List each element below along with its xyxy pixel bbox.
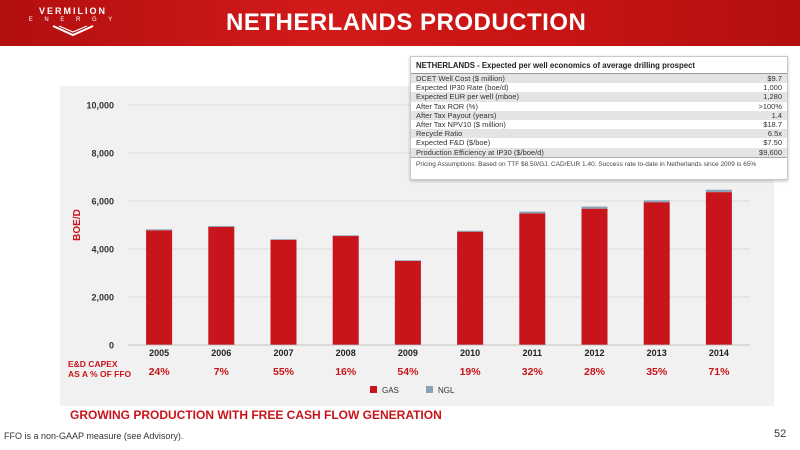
economics-table-row: Expected F&D ($/boe) $7.50: [411, 138, 787, 147]
economics-row-value: $9,600: [759, 147, 782, 157]
bar-ngl-2008: [332, 235, 359, 237]
company-logo: VERMILION E N E R G Y: [18, 4, 128, 42]
bar-gas-2012: [581, 208, 608, 345]
bar-gas-2005: [146, 230, 173, 345]
capex-percent-value: 55%: [273, 366, 295, 378]
y-axis-title: BOE/D: [72, 209, 83, 241]
economics-table-row: Recycle Ratio 6.5x: [411, 129, 787, 139]
logo-chevron-icon: [52, 25, 94, 37]
bar-ngl-2005: [146, 229, 173, 231]
economics-row-value: >100%: [758, 101, 782, 111]
capex-percent-value: 19%: [460, 366, 482, 378]
y-tick-label: 2,000: [91, 293, 114, 303]
legend-swatch-ngl: [426, 386, 433, 393]
economics-row-label: After Tax ROR (%): [416, 101, 478, 111]
y-tick-label: 4,000: [91, 245, 114, 255]
bar-ngl-2012: [581, 206, 608, 209]
x-tick-label: 2010: [460, 348, 480, 358]
economics-row-value: 1.4: [771, 110, 782, 120]
y-tick-label: 6,000: [91, 197, 114, 207]
legend-label-gas: GAS: [382, 386, 399, 395]
capex-percent-value: 32%: [522, 366, 544, 378]
y-tick-label: 0: [109, 341, 114, 351]
footnote: FFO is a non-GAAP measure (see Advisory)…: [4, 431, 184, 441]
x-tick-label: 2013: [647, 348, 667, 358]
capex-percent-value: 7%: [214, 366, 230, 378]
bar-ngl-2014: [705, 189, 732, 193]
bar-ngl-2010: [457, 230, 484, 232]
economics-table-title: NETHERLANDS - Expected per well economic…: [411, 57, 787, 74]
bar-ngl-2013: [643, 200, 670, 203]
capex-row-label-line2: AS A % OF FFO: [68, 369, 132, 379]
economics-row-label: After Tax NPV10 ($ million): [416, 119, 506, 129]
x-tick-label: 2012: [584, 348, 604, 358]
bar-ngl-2007: [270, 239, 297, 240]
bar-gas-2011: [519, 213, 546, 345]
bar-gas-2008: [332, 236, 359, 345]
header-bar: VERMILION E N E R G Y NETHERLANDS PRODUC…: [0, 0, 800, 46]
economics-row-label: Expected IP30 Rate (boe/d): [416, 83, 509, 93]
x-tick-label: 2007: [273, 348, 293, 358]
economics-row-value: 6.5x: [767, 129, 782, 139]
economics-table-row: After Tax Payout (years) 1.4: [411, 110, 787, 120]
capex-percent-value: 24%: [149, 366, 171, 378]
bar-gas-2006: [208, 226, 235, 345]
bar-ngl-2009: [394, 260, 421, 261]
capex-percent-value: 28%: [584, 366, 606, 378]
economics-table-row: Expected EUR per well (mboe) 1,280: [411, 92, 787, 102]
economics-table-body: DCET Well Cost ($ million) $9.7 Expected I…: [411, 74, 787, 157]
legend-label-ngl: NGL: [438, 386, 455, 395]
x-tick-label: 2014: [709, 348, 729, 358]
economics-table-row: After Tax ROR (%) >100%: [411, 102, 787, 111]
economics-row-value: 1,000: [763, 83, 782, 93]
economics-row-label: DCET Well Cost ($ million): [416, 74, 505, 83]
bar-gas-2007: [270, 239, 297, 345]
x-tick-label: 2005: [149, 348, 169, 358]
y-tick-label: 8,000: [91, 149, 114, 159]
capex-percent-value: 35%: [646, 366, 668, 378]
logo-line1: VERMILION: [38, 6, 107, 16]
legend-swatch-gas: [370, 386, 377, 393]
bar-gas-2013: [643, 202, 670, 345]
x-tick-label: 2011: [523, 348, 543, 358]
economics-row-label: Recycle Ratio: [416, 129, 463, 139]
x-tick-label: 2006: [211, 348, 231, 358]
bar-gas-2010: [457, 231, 484, 345]
capex-row-label-line1: E&D CAPEX: [68, 359, 118, 369]
capex-percent-value: 16%: [335, 366, 357, 378]
economics-row-value: $9.7: [767, 74, 782, 83]
y-tick-label: 10,000: [86, 101, 114, 111]
bar-ngl-2006: [208, 225, 235, 227]
economics-row-label: Expected EUR per well (mboe): [416, 92, 519, 102]
slide-subtitle: GROWING PRODUCTION WITH FREE CASH FLOW G…: [70, 408, 442, 422]
economics-table-row: After Tax NPV10 ($ million) $18.7: [411, 120, 787, 129]
page-number: 52: [774, 428, 787, 440]
capex-percent-value: 54%: [397, 366, 419, 378]
bar-gas-2009: [394, 261, 421, 345]
economics-table-row: Expected IP30 Rate (boe/d) 1,000: [411, 83, 787, 92]
capex-percent-value: 71%: [708, 366, 730, 378]
economics-table-note: Pricing Assumptions: Based on TTF $8.50/…: [411, 156, 787, 171]
economics-row-label: Production Efficiency at IP30 ($/boe/d): [416, 147, 544, 157]
bar-ngl-2011: [519, 211, 546, 214]
economics-row-label: Expected F&D ($/boe): [416, 138, 491, 148]
economics-row-value: $7.50: [763, 138, 782, 148]
bar-gas-2014: [705, 192, 732, 345]
economics-table-row: Production Efficiency at IP30 ($/boe/d) $…: [411, 147, 787, 157]
economics-row-value: 1,280: [763, 92, 782, 102]
economics-table: NETHERLANDS - Expected per well economic…: [410, 56, 788, 180]
x-tick-label: 2008: [336, 348, 356, 358]
economics-row-value: $18.7: [763, 119, 782, 129]
logo-line2: E N E R G Y: [28, 17, 118, 23]
economics-row-label: After Tax Payout (years): [416, 110, 497, 120]
x-tick-label: 2009: [398, 348, 418, 358]
economics-table-row: DCET Well Cost ($ million) $9.7: [411, 74, 787, 84]
page-title: NETHERLANDS PRODUCTION: [226, 9, 587, 36]
